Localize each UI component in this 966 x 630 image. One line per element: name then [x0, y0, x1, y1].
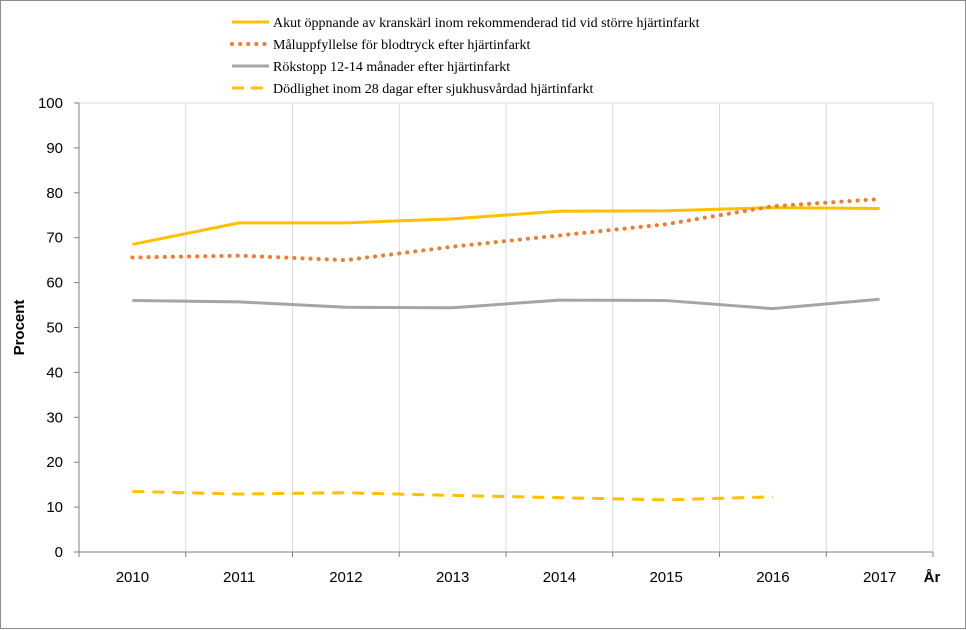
series-line-1 — [132, 206, 880, 246]
series-line-4 — [132, 489, 773, 502]
data-point — [132, 244, 133, 245]
data-point — [345, 260, 346, 261]
data-point — [559, 211, 560, 212]
legend-label-1: Akut öppnande av kranskärl inom rekommen… — [273, 16, 700, 31]
data-point — [666, 224, 667, 225]
data-point — [666, 499, 667, 500]
data-point — [666, 300, 667, 301]
grid-lines — [79, 102, 934, 552]
data-point — [772, 207, 773, 208]
data-point — [559, 235, 560, 236]
y-axis-title: Procent — [11, 300, 28, 356]
data-point — [345, 492, 346, 493]
y-tick-label: 30 — [46, 409, 63, 426]
x-tick-label: 2013 — [436, 569, 469, 586]
data-point — [879, 299, 880, 300]
y-tick-label: 0 — [55, 544, 63, 561]
data-point — [772, 496, 773, 497]
x-tick-label: 2010 — [116, 569, 149, 586]
data-series — [130, 197, 882, 502]
data-point — [559, 300, 560, 301]
y-tick-label: 50 — [46, 320, 63, 337]
legend-label-2: Måluppfyllelse för blodtryck efter hjärt… — [273, 38, 530, 53]
y-tick-label: 70 — [46, 230, 63, 247]
y-tick-label: 10 — [46, 499, 63, 516]
series-line-3 — [132, 297, 880, 311]
data-point — [879, 199, 880, 200]
data-point — [666, 210, 667, 211]
x-tick-label: 2016 — [756, 569, 789, 586]
x-tick-label: 2012 — [329, 569, 362, 586]
x-tick-label: 2011 — [223, 569, 255, 586]
legend: Akut öppnande av kranskärl inom rekommen… — [230, 16, 700, 97]
y-tick-label: 40 — [46, 364, 63, 381]
y-tick-label: 80 — [46, 185, 63, 202]
data-point — [132, 491, 133, 492]
data-point — [452, 246, 453, 247]
data-point — [239, 301, 240, 302]
axes: 0 10 20 30 40 50 60 70 80 90 100 2010 2011 2012 2013 20… — [38, 95, 934, 586]
data-point — [772, 308, 773, 309]
y-tick-label: 100 — [38, 95, 63, 112]
data-point — [452, 218, 453, 219]
data-point — [239, 255, 240, 256]
x-axis-title: År — [924, 569, 941, 586]
data-point — [239, 222, 240, 223]
data-point — [452, 307, 453, 308]
data-point — [345, 222, 346, 223]
x-tick-label: 2017 — [863, 569, 896, 586]
data-point — [559, 497, 560, 498]
x-tick-label: 2015 — [649, 569, 682, 586]
legend-label-3: Rökstopp 12-14 månader efter hjärtinfark… — [273, 60, 510, 75]
x-tick-label: 2014 — [543, 569, 576, 586]
data-point — [132, 257, 133, 258]
legend-label-4: Dödlighet inom 28 dagar efter sjukhusvår… — [273, 82, 593, 97]
data-point — [879, 208, 880, 209]
data-point — [239, 494, 240, 495]
y-tick-label: 60 — [46, 275, 63, 292]
data-point — [132, 300, 133, 301]
data-point — [772, 206, 773, 207]
y-tick-label: 20 — [46, 454, 63, 471]
data-point — [452, 495, 453, 496]
data-point — [345, 307, 346, 308]
y-tick-label: 90 — [46, 140, 63, 157]
